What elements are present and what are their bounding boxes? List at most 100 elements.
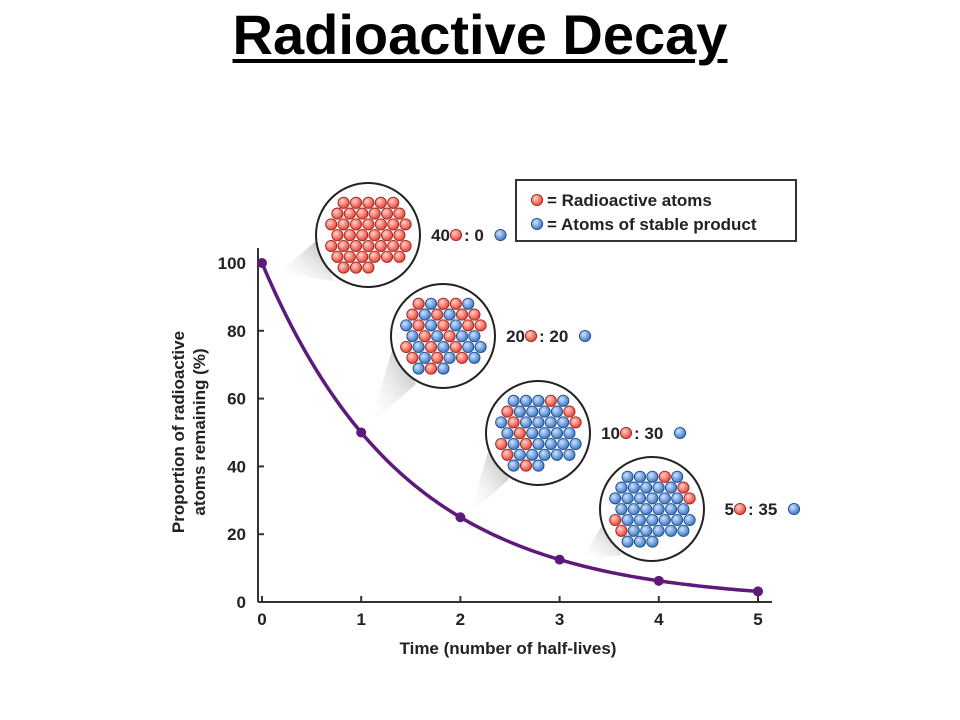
radioactive-atom <box>374 239 387 253</box>
callout-2: 10: 30 <box>470 380 687 514</box>
radioactive-atom <box>519 459 533 472</box>
stable-atom <box>621 470 634 483</box>
stable-atom <box>532 459 545 472</box>
radioactive-atom <box>424 340 438 354</box>
ratio-stable-icon <box>494 228 507 242</box>
stable-atom <box>671 470 684 483</box>
radioactive-atom <box>609 513 622 527</box>
stable-atom <box>652 481 665 494</box>
data-point <box>653 575 664 586</box>
radioactive-atom <box>349 218 363 231</box>
stable-atom <box>455 330 469 343</box>
stable-atom <box>615 481 628 494</box>
radioactive-atom <box>374 196 387 209</box>
stable-atom <box>621 513 634 527</box>
stable-atom <box>550 405 564 418</box>
legend: = Radioactive atoms = Atoms of stable pro… <box>515 179 797 242</box>
radioactive-atom <box>544 394 557 407</box>
stable-atom <box>544 416 557 429</box>
y-axis-label: Proportion of radioactive atoms remaining… <box>169 331 209 533</box>
callout-1: 20: 20 <box>370 283 592 424</box>
radioactive-atom <box>400 340 413 354</box>
stable-atom <box>532 394 545 407</box>
radioactive-atom <box>406 308 419 321</box>
radioactive-atom <box>615 524 628 537</box>
radioactive-atom <box>337 218 350 231</box>
radioactive-atom <box>349 261 363 274</box>
stable-atom <box>646 492 659 505</box>
radioactive-atom <box>380 207 394 220</box>
stable-atom <box>449 319 462 332</box>
callout-3: 5 : 35 <box>581 456 801 562</box>
stable-atom <box>563 427 576 440</box>
radioactive-atom <box>368 229 381 242</box>
x-tick-label: 1 <box>356 610 365 629</box>
data-point <box>455 512 466 523</box>
ratio-radioactive-count: 5 <box>725 500 734 519</box>
radioactive-atom <box>412 319 425 332</box>
stable-atom <box>468 330 481 343</box>
stable-atom <box>526 448 539 461</box>
radioactive-atom <box>519 437 533 451</box>
radioactive-atom <box>468 308 481 321</box>
legend-box <box>515 179 797 242</box>
stable-atom <box>474 340 487 354</box>
radioactive-atom <box>343 250 356 263</box>
stable-atom <box>633 492 647 505</box>
ratio-stable-count: : 20 <box>539 327 568 346</box>
ratio-stable-count: : 35 <box>748 500 777 519</box>
stable-atom <box>609 492 622 505</box>
stable-atom <box>557 394 570 407</box>
radioactive-atom <box>393 250 406 263</box>
radioactive-atom <box>362 196 375 209</box>
x-tick-label: 4 <box>654 610 664 629</box>
radioactive-atom <box>418 330 431 343</box>
stable-atom <box>627 524 640 537</box>
stable-atom <box>652 524 665 537</box>
stable-atom <box>519 416 533 429</box>
radioactive-atom <box>331 250 344 263</box>
stable-atom <box>418 351 431 364</box>
stable-atom <box>652 503 665 516</box>
stable-atom <box>412 362 425 375</box>
ratio-stable-icon <box>578 329 592 343</box>
data-point <box>554 554 565 565</box>
y-tick-label: 20 <box>227 525 246 544</box>
page-title: Radioactive Decay <box>232 3 728 66</box>
radioactive-atom <box>331 207 344 220</box>
stable-atom <box>513 405 526 418</box>
radioactive-atom <box>325 239 338 253</box>
radioactive-atom <box>658 470 671 483</box>
radioactive-atom <box>362 261 375 274</box>
radioactive-atom <box>677 481 690 494</box>
radioactive-atom <box>349 196 363 209</box>
stable-atom <box>671 492 684 505</box>
stable-atom <box>633 470 647 483</box>
ratio-radioactive-count: 10 <box>601 424 620 443</box>
radioactive-atom <box>507 416 520 429</box>
stable-atom <box>507 459 520 472</box>
radioactive-atom <box>343 229 356 242</box>
radioactive-atom <box>437 319 450 332</box>
radioactive-atom <box>380 250 394 263</box>
radioactive-atom <box>337 196 350 209</box>
radioactive-atom <box>356 250 369 263</box>
stable-atom <box>532 416 545 429</box>
stable-atom <box>513 448 526 461</box>
stable-atom <box>640 524 653 537</box>
x-axis-label: Time (number of half-lives) <box>400 639 617 658</box>
radioactive-atom <box>513 427 526 440</box>
radioactive-atom <box>399 218 412 231</box>
stable-atom <box>538 427 551 440</box>
stable-atom <box>646 513 659 527</box>
radioactive-atom <box>399 239 412 253</box>
stable-atom <box>633 535 647 548</box>
radioactive-atom <box>683 492 696 505</box>
callout-0: 40: 0 <box>279 182 507 288</box>
radioactive-atom <box>393 229 406 242</box>
stable-atom <box>418 308 431 321</box>
stable-atom <box>507 394 520 407</box>
stable-atom <box>532 437 545 451</box>
radioactive-atom <box>362 218 375 231</box>
